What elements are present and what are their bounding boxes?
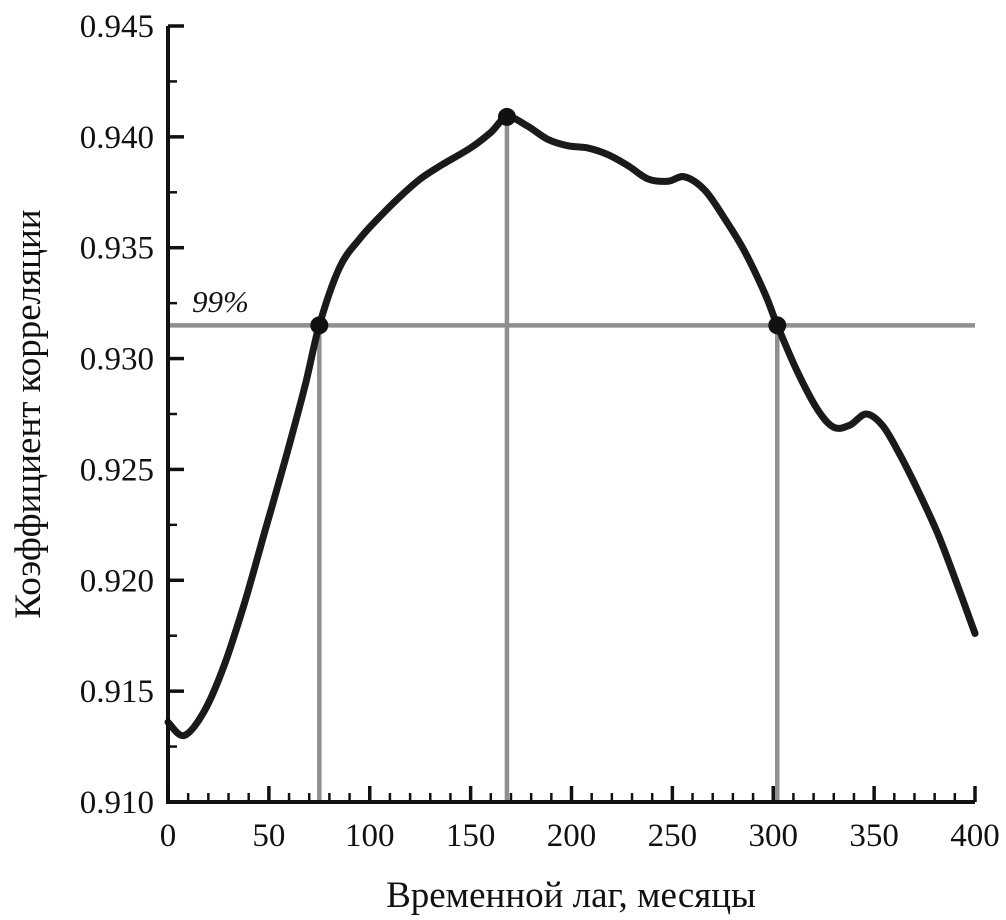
reference-layer: [168, 116, 975, 802]
y-tick-label: 0.940: [80, 120, 154, 156]
tick-labels-layer: 0 50 100 150 200 250 300 350 400 0.910 0.915 0.920 0…: [80, 9, 1000, 854]
x-tick-label: 400: [950, 818, 1000, 854]
x-tick-label: 350: [849, 818, 899, 854]
marker-dot: [310, 316, 329, 335]
marker-dot: [497, 107, 516, 126]
y-tick-label: 0.935: [80, 231, 154, 267]
x-tick-label: 100: [345, 818, 395, 854]
y-tick-label: 0.915: [80, 674, 154, 710]
x-tick-label: 150: [446, 818, 496, 854]
curve-path: [164, 113, 979, 740]
axes-layer: [166, 24, 977, 804]
y-tick-label: 0.930: [80, 342, 154, 378]
y-tick-label: 0.925: [80, 452, 154, 488]
x-tick-label: 0: [160, 818, 177, 854]
y-tick-label: 0.920: [80, 563, 154, 599]
x-tick-label: 50: [252, 818, 285, 854]
x-tick-label: 300: [749, 818, 799, 854]
x-tick-label: 250: [648, 818, 698, 854]
series-layer: [164, 107, 979, 740]
marker-dot: [768, 316, 787, 335]
y-tick-label: 0.945: [80, 9, 154, 45]
x-tick-label: 200: [547, 818, 597, 854]
y-tick-label: 0.910: [80, 785, 154, 821]
x-axis-label: Временной лаг, месяцы: [386, 875, 756, 916]
y-axis-label: Коэффициент корреляции: [8, 209, 49, 618]
threshold-label: 99%: [192, 284, 249, 319]
